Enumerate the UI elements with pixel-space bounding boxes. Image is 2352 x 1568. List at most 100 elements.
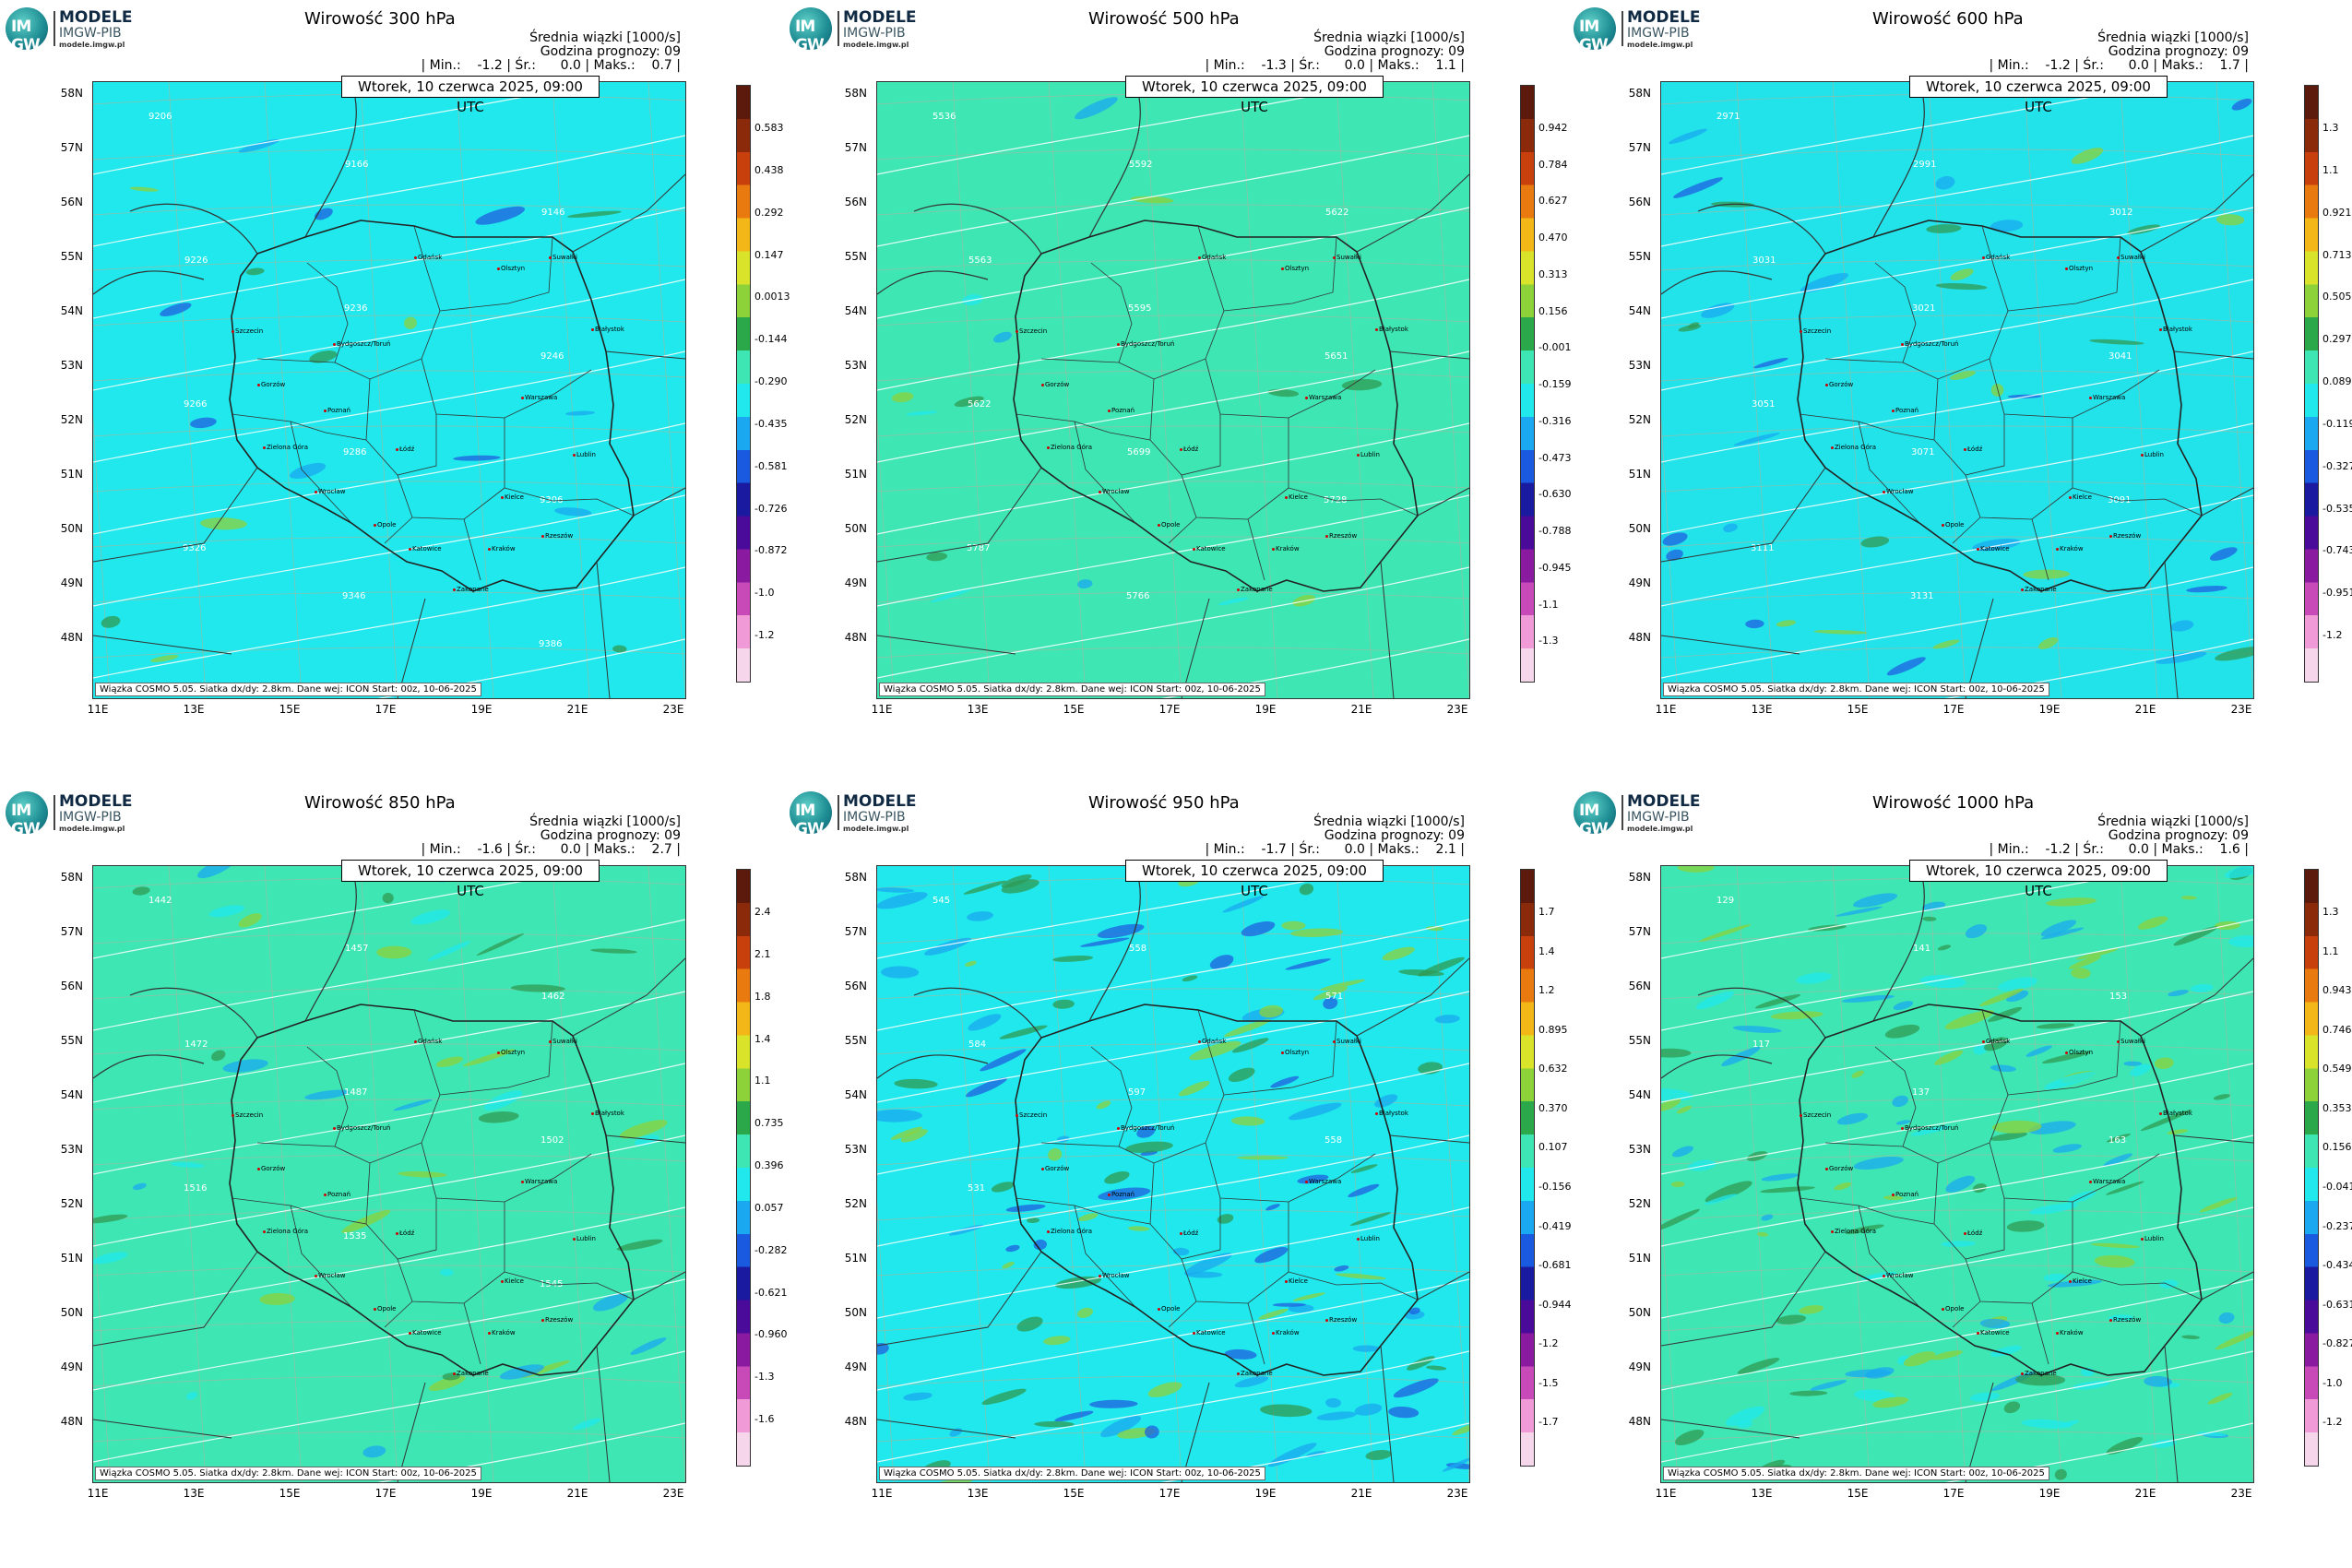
lat-label: 52N bbox=[844, 1197, 867, 1210]
city-label: Wrocław bbox=[1098, 1272, 1130, 1279]
colorbar-tick: -1.3 bbox=[754, 1371, 775, 1384]
colorbar-tick: -0.290 bbox=[754, 375, 788, 388]
colorbar-tick: 1.2 bbox=[1538, 984, 1555, 997]
lon-label: 11E bbox=[1655, 703, 1677, 716]
lon-label: 15E bbox=[1847, 1487, 1869, 1500]
city-label: Opole bbox=[1158, 521, 1181, 529]
city-label: Gorzów bbox=[256, 1165, 286, 1172]
city-label: Rzeszów bbox=[540, 1316, 574, 1324]
city-label: Szczecin bbox=[1015, 1111, 1048, 1119]
city-label: Lublin bbox=[2141, 1235, 2164, 1242]
city-label: Bydgoszcz/Toruń bbox=[1900, 340, 1959, 348]
colorbar-tick: 0.632 bbox=[1538, 1063, 1568, 1075]
city-label: Lublin bbox=[1357, 1235, 1380, 1242]
city-label: Opole bbox=[1942, 1305, 1965, 1313]
city-label: Białystok bbox=[1375, 326, 1408, 333]
contour-label: 2991 bbox=[1913, 160, 1936, 170]
city-label: Wrocław bbox=[314, 1272, 346, 1279]
city-label: Poznań bbox=[323, 407, 351, 414]
logo-mark: IM GW bbox=[1579, 802, 1609, 838]
contour-label: 9326 bbox=[183, 543, 206, 553]
panel-title: Wirowość 850 hPa bbox=[304, 793, 456, 813]
city-label: Wrocław bbox=[1882, 1272, 1914, 1279]
lat-label: 58N bbox=[60, 87, 83, 100]
contour-label: 5592 bbox=[1129, 160, 1152, 170]
city-label: Warszawa bbox=[2088, 394, 2126, 401]
colorbar-tick: -0.630 bbox=[1538, 488, 1572, 501]
city-label: Kielce bbox=[2069, 1277, 2092, 1285]
valid-date: Wtorek, 10 czerwca 2025, 09:00 UTC bbox=[1909, 860, 2168, 899]
imgw-logo-icon: IM GW bbox=[1574, 7, 1616, 54]
city-label: Białystok bbox=[2159, 326, 2192, 333]
lat-label: 50N bbox=[60, 1306, 83, 1319]
logo-line2: IMGW-PIB bbox=[843, 810, 906, 825]
city-label: Olsztyn bbox=[496, 265, 526, 272]
lat-label: 53N bbox=[60, 359, 83, 372]
lon-label: 19E bbox=[470, 1487, 493, 1500]
lon-label: 15E bbox=[1847, 703, 1869, 716]
lat-label: 50N bbox=[844, 1306, 867, 1319]
forecast-hour: Godzina prognozy: 09 bbox=[540, 44, 681, 59]
city-label: Zakopane bbox=[1237, 586, 1273, 593]
colorbar-tick: 0.583 bbox=[754, 122, 784, 134]
city-label: Kielce bbox=[1285, 493, 1308, 501]
colorbar-tick: -0.144 bbox=[754, 333, 788, 346]
city-label: Gdańsk bbox=[1197, 254, 1227, 261]
lon-label: 21E bbox=[566, 1487, 588, 1500]
lon-label: 11E bbox=[87, 703, 109, 716]
city-label: Opole bbox=[1942, 521, 1965, 529]
contour-label: 1462 bbox=[541, 992, 564, 1002]
colorbar-tick: 2.4 bbox=[754, 906, 771, 918]
colorbar-tick: 0.089 bbox=[2322, 375, 2352, 388]
contour-label: 1442 bbox=[148, 896, 172, 906]
city-label: Zakopane bbox=[1237, 1370, 1273, 1377]
colorbar-tick: -0.743 bbox=[2322, 544, 2352, 557]
lon-label: 15E bbox=[279, 703, 301, 716]
valid-date: Wtorek, 10 czerwca 2025, 09:00 UTC bbox=[1909, 76, 2168, 115]
model-credit: Wiązka COSMO 5.05. Siatka dx/dy: 2.8km. … bbox=[879, 683, 1265, 696]
lon-label: 13E bbox=[1751, 1487, 1773, 1500]
contour-label: 129 bbox=[1716, 896, 1734, 906]
imgw-logo: IM GW MODELE IMGW-PIB modele.imgw.pl bbox=[790, 7, 917, 54]
city-label: Bydgoszcz/Toruń bbox=[332, 340, 391, 348]
panel-info: Średnia wiązki [1000/s] Godzina prognozy:… bbox=[1206, 815, 1465, 857]
lat-label: 55N bbox=[844, 1034, 867, 1047]
colorbar-tick: -0.282 bbox=[754, 1243, 788, 1256]
city-label: Bydgoszcz/Toruń bbox=[1116, 340, 1175, 348]
map-panel: IM GW MODELE IMGW-PIB modele.imgw.pl Wirowoś… bbox=[1568, 784, 2352, 1540]
contour-label: 1457 bbox=[345, 944, 368, 954]
mean-header: Średnia wiązki [1000/s] bbox=[529, 30, 681, 45]
imgw-logo: IM GW MODELE IMGW-PIB modele.imgw.pl bbox=[790, 791, 917, 838]
lat-label: 52N bbox=[1628, 413, 1651, 426]
colorbar-tick: 0.746 bbox=[2322, 1023, 2352, 1036]
logo-line2: IMGW-PIB bbox=[1627, 26, 1690, 41]
contour-label: 3031 bbox=[1752, 255, 1776, 266]
colorbar-tick: -0.945 bbox=[1538, 561, 1572, 574]
logo-mark: IM GW bbox=[11, 18, 41, 54]
map-panel: IM GW MODELE IMGW-PIB modele.imgw.pl Wirowoś… bbox=[1568, 0, 2352, 756]
contour-label: 9226 bbox=[184, 255, 208, 266]
logo-url: modele.imgw.pl bbox=[59, 825, 125, 833]
lat-label: 52N bbox=[60, 413, 83, 426]
city-label: Kielce bbox=[2069, 493, 2092, 501]
contour-label: 9386 bbox=[539, 639, 562, 649]
colorbar-tick: 0.784 bbox=[1538, 158, 1568, 171]
colorbar-tick: 1.1 bbox=[2322, 944, 2339, 957]
colorbar-tick: -0.159 bbox=[1538, 378, 1572, 391]
map-canvas: 2971299130123031302130413051307130913111… bbox=[1661, 82, 2253, 698]
colorbar bbox=[736, 869, 751, 1467]
colorbar-tick: -1.0 bbox=[2322, 1376, 2343, 1389]
city-label: Bydgoszcz/Toruń bbox=[332, 1124, 391, 1132]
contour-label: 5563 bbox=[968, 255, 992, 266]
colorbar-tick: 0.297 bbox=[2322, 333, 2352, 346]
lat-label: 55N bbox=[60, 1034, 83, 1047]
stats-line: | Min.: -1.2 | Śr.: 0.0 | Maks.: 1.6 | bbox=[1989, 842, 2249, 857]
lon-label: 13E bbox=[1751, 703, 1773, 716]
mean-header: Średnia wiązki [1000/s] bbox=[2097, 30, 2249, 45]
city-label: Łódź bbox=[1963, 1229, 1983, 1237]
lat-label: 50N bbox=[60, 522, 83, 535]
contour-label: 5536 bbox=[932, 112, 956, 122]
colorbar-tick: 0.942 bbox=[1538, 122, 1568, 134]
logo-url: modele.imgw.pl bbox=[1627, 825, 1693, 833]
lat-label: 58N bbox=[60, 871, 83, 884]
